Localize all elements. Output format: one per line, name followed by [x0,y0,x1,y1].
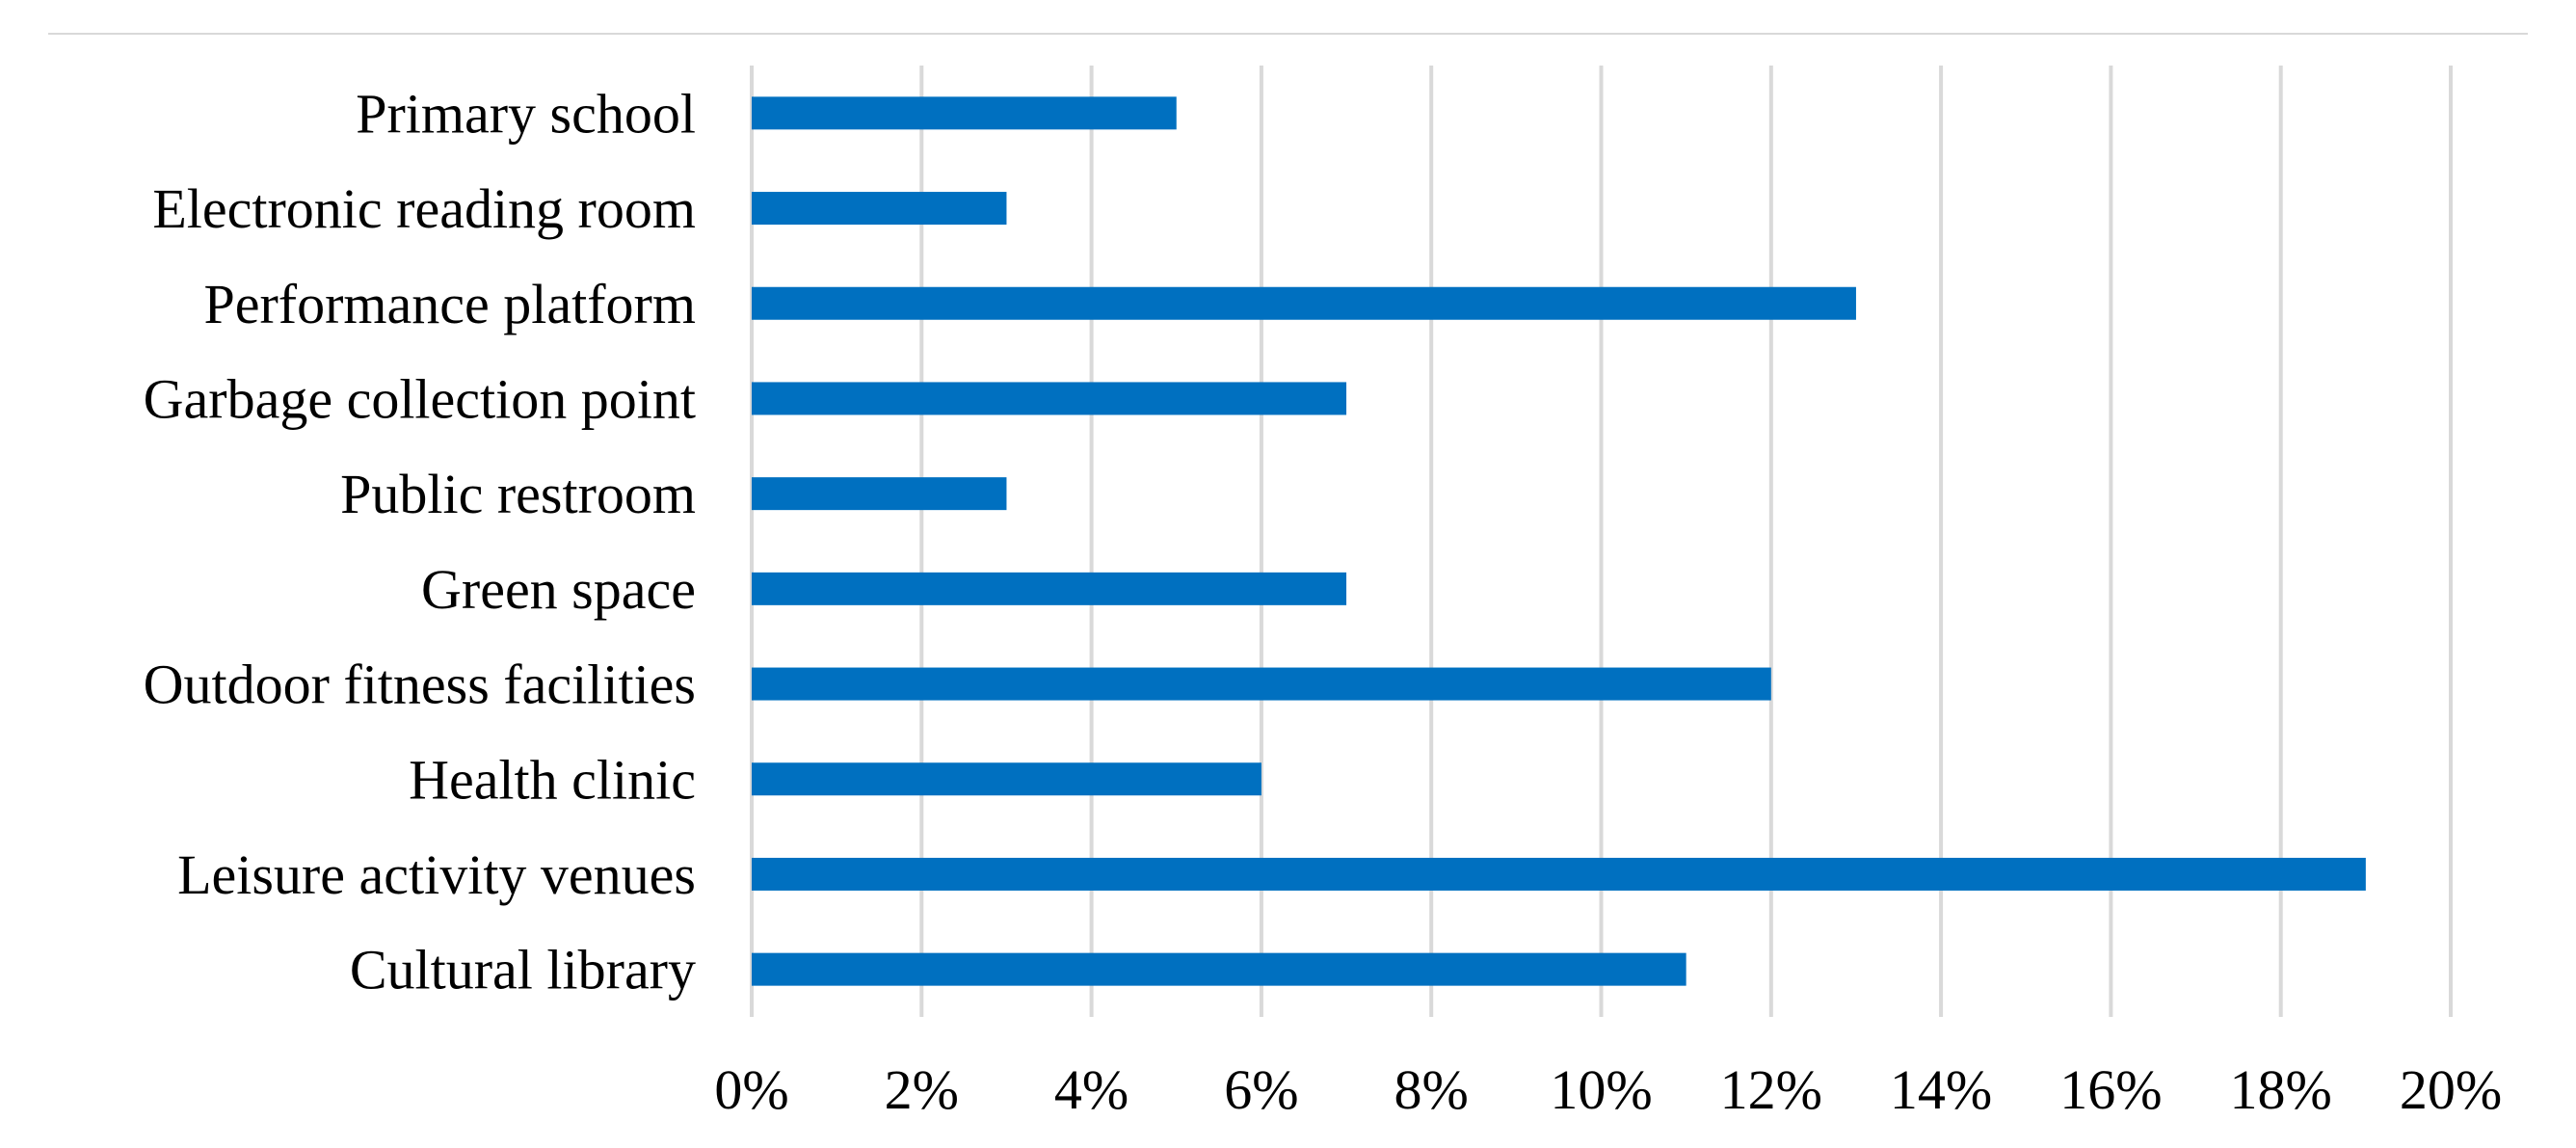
category-label: Outdoor fitness facilities [144,654,696,716]
bar [752,382,1347,415]
category-label: Cultural library [350,939,696,1001]
category-label: Public restroom [340,463,696,525]
bar [752,667,1771,701]
x-tick-label: 4% [1054,1058,1129,1121]
x-tick-label: 2% [885,1058,959,1121]
x-tick-label: 12% [1720,1058,1822,1121]
category-label: Green space [421,558,696,621]
category-label: Primary school [356,82,696,145]
category-label: Leisure activity venues [177,843,696,906]
category-labels: Primary school Electronic reading room Per… [144,82,696,1001]
bar [752,952,1686,986]
x-tick-label: 18% [2230,1058,2332,1121]
x-tick-labels: 0% 2% 4% 6% 8% 10% 12% 14% 16% 18% 20% [714,1058,2502,1121]
bar [752,192,1007,226]
bar [752,857,2366,891]
x-tick-label: 6% [1224,1058,1298,1121]
x-tick-label: 8% [1394,1058,1469,1121]
bar [752,762,1261,796]
category-label: Performance platform [203,273,696,335]
x-tick-label: 16% [2059,1058,2162,1121]
x-tick-label: 10% [1550,1058,1652,1121]
bars [752,96,2366,986]
bar [752,286,1856,320]
x-tick-label: 0% [714,1058,788,1121]
bar [752,96,1177,130]
x-tick-label: 14% [1890,1058,1992,1121]
category-label: Garbage collection point [144,367,696,430]
bar [752,477,1007,511]
category-label: Electronic reading room [152,177,696,240]
x-tick-label: 20% [2400,1058,2502,1121]
bar [752,572,1347,605]
category-label: Health clinic [409,748,696,811]
